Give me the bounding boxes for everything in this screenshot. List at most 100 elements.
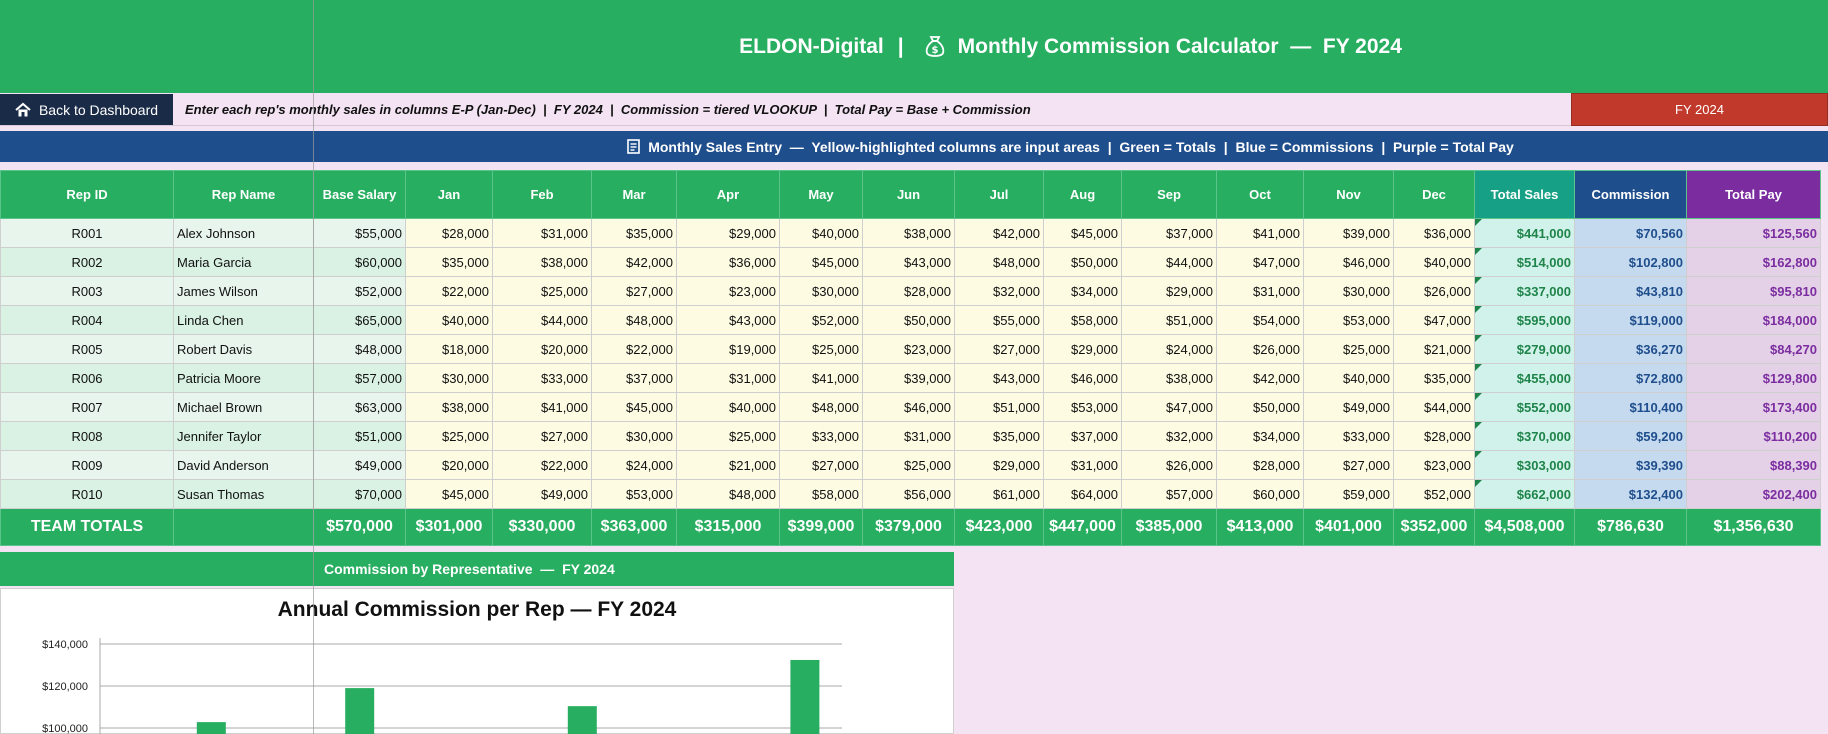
cell-mar[interactable]: $24,000	[591, 450, 677, 480]
cell-apr[interactable]: $43,000	[676, 305, 780, 335]
column-header-aug[interactable]: Aug	[1043, 170, 1122, 219]
cell-sep[interactable]: $26,000	[1121, 450, 1217, 480]
cell-jul[interactable]: $29,000	[954, 450, 1044, 480]
cell-sep[interactable]: $37,000	[1121, 218, 1217, 248]
cell-rep-name[interactable]: Maria Garcia	[173, 247, 314, 277]
cell-total-pay[interactable]: $125,560	[1686, 218, 1821, 248]
cell-dec[interactable]: $23,000	[1393, 450, 1475, 480]
cell-aug[interactable]: $58,000	[1043, 305, 1122, 335]
cell-rep-name[interactable]: Susan Thomas	[173, 479, 314, 509]
cell-nov[interactable]: $49,000	[1303, 392, 1394, 422]
cell-feb[interactable]: $31,000	[492, 218, 592, 248]
column-header-oct[interactable]: Oct	[1216, 170, 1304, 219]
cell-nov[interactable]: $27,000	[1303, 450, 1394, 480]
cell-nov[interactable]: $25,000	[1303, 334, 1394, 364]
cell-may[interactable]: $40,000	[779, 218, 863, 248]
cell-mar[interactable]: $35,000	[591, 218, 677, 248]
cell-apr[interactable]: $29,000	[676, 218, 780, 248]
cell-mar[interactable]: $22,000	[591, 334, 677, 364]
cell-apr[interactable]: $21,000	[676, 450, 780, 480]
cell-jun[interactable]: $23,000	[862, 334, 955, 364]
cell-feb[interactable]: $41,000	[492, 392, 592, 422]
total-jul[interactable]: $423,000	[954, 508, 1044, 546]
cell-feb[interactable]: $22,000	[492, 450, 592, 480]
cell-commission[interactable]: $70,560	[1574, 218, 1687, 248]
total-total-sales[interactable]: $4,508,000	[1474, 508, 1575, 546]
cell-jun[interactable]: $25,000	[862, 450, 955, 480]
cell-rep-id[interactable]: R008	[0, 421, 174, 451]
cell-base-salary[interactable]: $48,000	[313, 334, 406, 364]
cell-oct[interactable]: $54,000	[1216, 305, 1304, 335]
cell-apr[interactable]: $25,000	[676, 421, 780, 451]
cell-commission[interactable]: $102,800	[1574, 247, 1687, 277]
cell-total-pay[interactable]: $88,390	[1686, 450, 1821, 480]
cell-jul[interactable]: $42,000	[954, 218, 1044, 248]
cell-jun[interactable]: $50,000	[862, 305, 955, 335]
total-oct[interactable]: $413,000	[1216, 508, 1304, 546]
cell-feb[interactable]: $33,000	[492, 363, 592, 393]
cell-base-salary[interactable]: $51,000	[313, 421, 406, 451]
cell-mar[interactable]: $48,000	[591, 305, 677, 335]
cell-oct[interactable]: $60,000	[1216, 479, 1304, 509]
cell-apr[interactable]: $48,000	[676, 479, 780, 509]
cell-may[interactable]: $27,000	[779, 450, 863, 480]
cell-may[interactable]: $48,000	[779, 392, 863, 422]
cell-mar[interactable]: $27,000	[591, 276, 677, 306]
cell-jul[interactable]: $61,000	[954, 479, 1044, 509]
column-header-jun[interactable]: Jun	[862, 170, 955, 219]
cell-dec[interactable]: $52,000	[1393, 479, 1475, 509]
cell-total-pay[interactable]: $202,400	[1686, 479, 1821, 509]
cell-total-pay[interactable]: $84,270	[1686, 334, 1821, 364]
cell-aug[interactable]: $34,000	[1043, 276, 1122, 306]
cell-sep[interactable]: $57,000	[1121, 479, 1217, 509]
cell-total-sales[interactable]: $441,000	[1474, 218, 1575, 248]
total-dec[interactable]: $352,000	[1393, 508, 1475, 546]
cell-jul[interactable]: $48,000	[954, 247, 1044, 277]
column-header-nov[interactable]: Nov	[1303, 170, 1394, 219]
cell-dec[interactable]: $40,000	[1393, 247, 1475, 277]
cell-mar[interactable]: $37,000	[591, 363, 677, 393]
cell-rep-name[interactable]: David Anderson	[173, 450, 314, 480]
column-header-total-sales[interactable]: Total Sales	[1474, 170, 1575, 219]
cell-base-salary[interactable]: $60,000	[313, 247, 406, 277]
cell-mar[interactable]: $53,000	[591, 479, 677, 509]
cell-total-pay[interactable]: $184,000	[1686, 305, 1821, 335]
cell-rep-id[interactable]: R007	[0, 392, 174, 422]
cell-rep-id[interactable]: R010	[0, 479, 174, 509]
cell-oct[interactable]: $41,000	[1216, 218, 1304, 248]
total-commission[interactable]: $786,630	[1574, 508, 1687, 546]
cell-jan[interactable]: $40,000	[405, 305, 493, 335]
cell-jul[interactable]: $51,000	[954, 392, 1044, 422]
total-feb[interactable]: $330,000	[492, 508, 592, 546]
total-jan[interactable]: $301,000	[405, 508, 493, 546]
column-header-commission[interactable]: Commission	[1574, 170, 1687, 219]
cell-apr[interactable]: $23,000	[676, 276, 780, 306]
cell-rep-id[interactable]: R001	[0, 218, 174, 248]
cell-total-sales[interactable]: $514,000	[1474, 247, 1575, 277]
cell-nov[interactable]: $39,000	[1303, 218, 1394, 248]
total-jun[interactable]: $379,000	[862, 508, 955, 546]
cell-dec[interactable]: $35,000	[1393, 363, 1475, 393]
cell-dec[interactable]: $21,000	[1393, 334, 1475, 364]
cell-sep[interactable]: $24,000	[1121, 334, 1217, 364]
cell-jan[interactable]: $35,000	[405, 247, 493, 277]
bar-susan-thomas[interactable]	[790, 659, 820, 734]
cell-commission[interactable]: $36,270	[1574, 334, 1687, 364]
team-totals-label[interactable]: TEAM TOTALS	[0, 508, 174, 546]
cell-rep-name[interactable]: Linda Chen	[173, 305, 314, 335]
cell-base-salary[interactable]: $55,000	[313, 218, 406, 248]
cell-mar[interactable]: $42,000	[591, 247, 677, 277]
cell-jul[interactable]: $55,000	[954, 305, 1044, 335]
cell-total-pay[interactable]: $129,800	[1686, 363, 1821, 393]
cell-nov[interactable]: $33,000	[1303, 421, 1394, 451]
cell-base-salary[interactable]: $65,000	[313, 305, 406, 335]
cell-jan[interactable]: $22,000	[405, 276, 493, 306]
column-header-jul[interactable]: Jul	[954, 170, 1044, 219]
cell-oct[interactable]: $42,000	[1216, 363, 1304, 393]
cell-jul[interactable]: $32,000	[954, 276, 1044, 306]
cell-may[interactable]: $45,000	[779, 247, 863, 277]
cell-total-sales[interactable]: $303,000	[1474, 450, 1575, 480]
cell-jan[interactable]: $20,000	[405, 450, 493, 480]
cell-sep[interactable]: $29,000	[1121, 276, 1217, 306]
column-header-jan[interactable]: Jan	[405, 170, 493, 219]
